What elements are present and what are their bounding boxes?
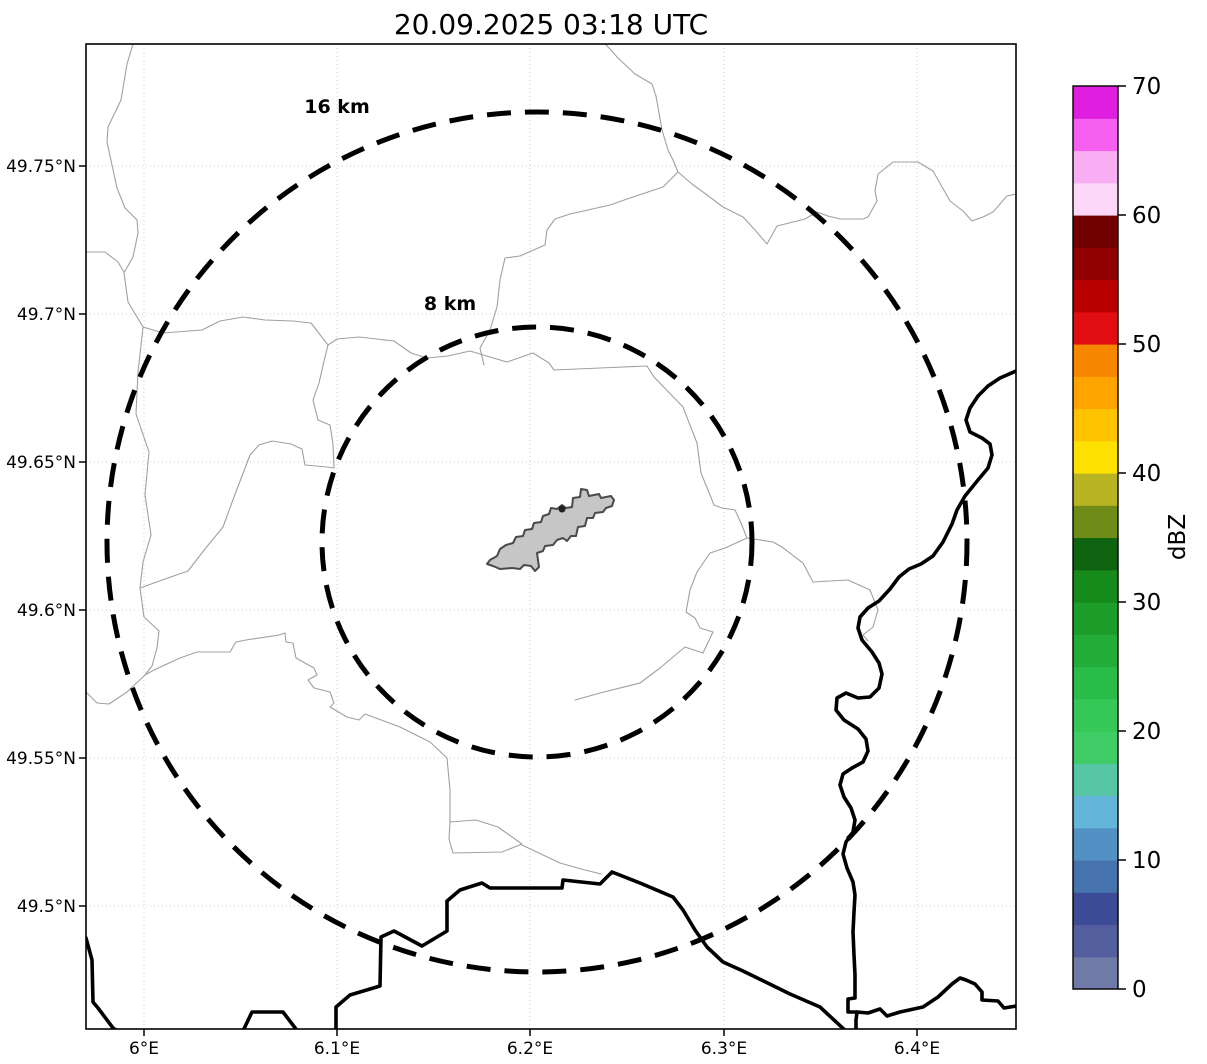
border-line-south-bump	[241, 1010, 299, 1029]
plot-frame	[85, 43, 1017, 1030]
colorbar-tick-label: 10	[1132, 848, 1161, 874]
colorbar-segment	[1073, 731, 1118, 764]
colorbar-segment	[1073, 86, 1118, 119]
colorbar-segment	[1073, 311, 1118, 345]
colorbar-segment	[1073, 279, 1118, 313]
admin-line	[139, 440, 335, 589]
x-tick-label: 6.3°E	[701, 1039, 747, 1059]
colorbar-frame	[1072, 85, 1119, 990]
admin-line	[142, 316, 329, 346]
colorbar-segment	[1073, 634, 1118, 668]
colorbar-segment	[1073, 827, 1118, 861]
range-ring-8km	[319, 324, 755, 760]
colorbar-segment	[1073, 795, 1118, 829]
border-line-southeast	[855, 976, 1016, 1018]
colorbar-segment	[1073, 569, 1118, 603]
colorbar-segment	[1073, 118, 1118, 152]
range-ring-16km	[104, 109, 970, 975]
colorbar-segment	[1073, 505, 1118, 539]
colorbar-segment	[1073, 440, 1118, 474]
colorbar-segment	[1073, 376, 1118, 410]
y-tick-label: 49.6°N	[17, 601, 76, 621]
y-tick-label: 49.55°N	[6, 749, 76, 769]
colorbar-segment	[1073, 860, 1118, 893]
colorbar-tick-label: 40	[1132, 461, 1161, 487]
colorbar-segment	[1073, 408, 1118, 442]
colorbar-tick-label: 70	[1132, 74, 1161, 100]
y-axis-labels: 49.75°N 49.7°N 49.65°N 49.6°N 49.55°N 49…	[6, 157, 76, 917]
colorbar-tick-label: 0	[1132, 977, 1147, 1003]
colorbar-tick-label: 60	[1132, 203, 1161, 229]
colorbar-segment	[1073, 215, 1118, 248]
admin-line	[86, 251, 125, 273]
border-line-southwest	[86, 936, 118, 1029]
country-border-lines	[86, 369, 1016, 1029]
admin-line	[746, 537, 879, 642]
y-tick-label: 49.5°N	[17, 897, 76, 917]
axis-ticks	[79, 165, 918, 1036]
x-tick-label: 6.4°E	[894, 1039, 940, 1059]
admin-line	[604, 44, 1016, 245]
admin-line	[327, 336, 748, 539]
admin-line	[479, 171, 679, 366]
colorbar-ticks	[1118, 85, 1126, 990]
colorbar-segment	[1073, 537, 1118, 571]
admin-line	[312, 344, 335, 469]
colorbar-tick-label: 30	[1132, 590, 1161, 616]
x-tick-label: 6.1°E	[314, 1039, 360, 1059]
airport-polygon	[486, 488, 615, 572]
colorbar-segment	[1073, 698, 1118, 732]
colorbar-tick-label: 20	[1132, 719, 1161, 745]
range-ring-label-16km: 16 km	[304, 96, 370, 118]
colorbar-segment	[1073, 150, 1118, 184]
x-tick-label: 6°E	[129, 1039, 159, 1059]
colorbar-axis-label: dBZ	[1165, 514, 1191, 560]
colorbar-segment	[1073, 763, 1118, 797]
colorbar-segment	[1073, 892, 1118, 926]
admin-boundary-lines	[86, 44, 1016, 875]
y-tick-label: 49.65°N	[6, 453, 76, 473]
y-tick-label: 49.7°N	[17, 305, 76, 325]
colorbar-segment	[1073, 666, 1118, 700]
admin-line	[135, 326, 152, 589]
plot-title: 20.09.2025 03:18 UTC	[394, 8, 708, 41]
colorbar-segment	[1073, 344, 1118, 377]
admin-line	[448, 819, 523, 854]
y-tick-label: 49.75°N	[6, 157, 76, 177]
border-line-river-east	[834, 369, 1016, 1029]
colorbar-segments	[1073, 86, 1118, 990]
range-ring-label-8km: 8 km	[424, 293, 476, 315]
x-tick-label: 6.2°E	[507, 1039, 553, 1059]
admin-line	[574, 537, 748, 701]
border-line-south	[334, 870, 847, 1029]
colorbar-segment	[1073, 924, 1118, 958]
radar-site-marker	[558, 505, 566, 513]
colorbar-segment	[1073, 602, 1118, 635]
colorbar-tick-label: 50	[1132, 332, 1161, 358]
x-axis-labels: 6°E 6.1°E 6.2°E 6.3°E 6.4°E	[129, 1039, 940, 1059]
colorbar-segment	[1073, 473, 1118, 506]
colorbar-segment	[1073, 182, 1118, 216]
admin-line	[521, 844, 602, 875]
admin-line	[106, 44, 144, 328]
range-rings	[104, 109, 970, 975]
airport-area	[486, 488, 615, 572]
colorbar-tick-labels: 70 60 50 40 30 20 10 0	[1132, 74, 1161, 1003]
colorbar-segment	[1073, 247, 1118, 281]
admin-line	[144, 632, 451, 823]
admin-line	[86, 587, 160, 705]
colorbar-segment	[1073, 956, 1118, 990]
